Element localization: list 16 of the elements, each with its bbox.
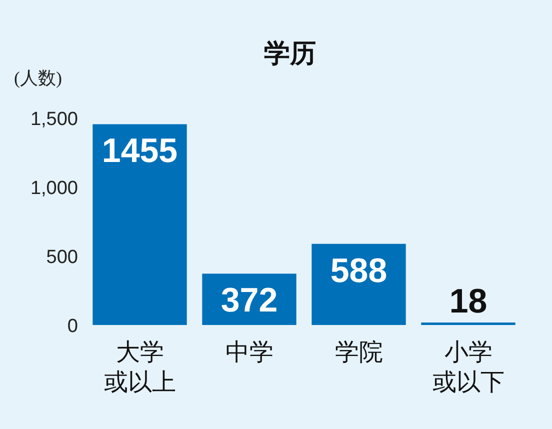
data-label: 588 (330, 252, 388, 290)
x-tick-label: 中学 (225, 339, 274, 366)
y-tick-label: 0 (67, 316, 78, 337)
y-tick-label: 500 (46, 247, 78, 268)
data-label: 1455 (102, 132, 178, 170)
bar (92, 124, 187, 325)
data-label: 372 (220, 282, 278, 320)
x-tick-label: 学院 (334, 339, 383, 366)
chart-title: 学历 (264, 38, 316, 68)
bar (312, 244, 406, 325)
y-axis-title: (人数) (14, 68, 62, 88)
x-tick-label: 小学或以下 (432, 339, 504, 396)
data-label: 18 (449, 282, 488, 321)
y-tick-label: 1,000 (30, 178, 78, 199)
x-tick-label: 大学或以上 (104, 339, 176, 396)
y-tick-label: 1,500 (30, 109, 78, 130)
